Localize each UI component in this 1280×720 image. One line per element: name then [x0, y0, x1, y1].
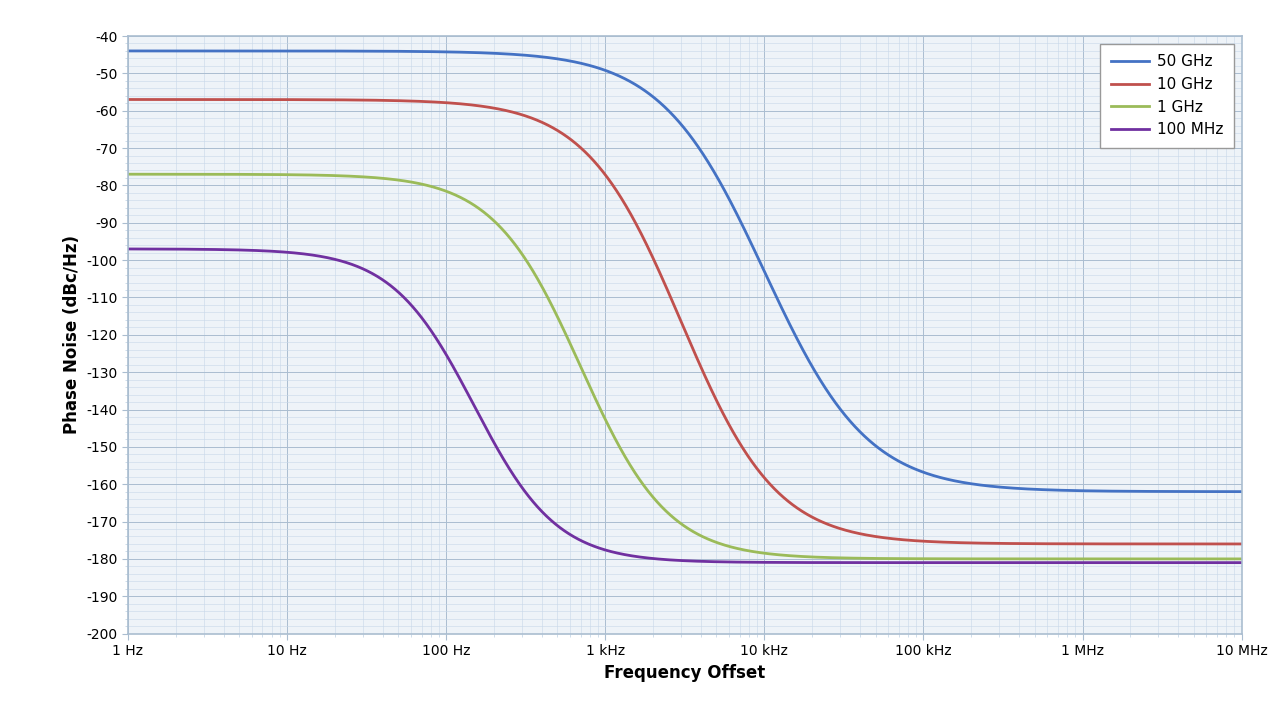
Legend: 50 GHz, 10 GHz, 1 GHz, 100 MHz: 50 GHz, 10 GHz, 1 GHz, 100 MHz [1101, 44, 1234, 148]
Y-axis label: Phase Noise (dBc/Hz): Phase Noise (dBc/Hz) [63, 235, 81, 434]
Line: 50 GHz: 50 GHz [128, 51, 1242, 492]
100 MHz [1092, 558, 1107, 567]
1 GHz [314, 171, 329, 179]
50 GHz [595, 66, 611, 74]
10 GHz [1234, 539, 1249, 548]
50 GHz [1234, 487, 1249, 496]
1 GHz [1234, 554, 1249, 563]
50 GHz [548, 54, 563, 63]
100 MHz [120, 245, 136, 253]
10 GHz [595, 168, 611, 176]
100 MHz [314, 252, 329, 261]
Line: 100 MHz: 100 MHz [128, 249, 1242, 562]
100 MHz [1234, 558, 1249, 567]
50 GHz [1092, 487, 1107, 495]
Line: 1 GHz: 1 GHz [128, 174, 1242, 559]
50 GHz [120, 47, 136, 55]
10 GHz [548, 125, 563, 133]
10 GHz [247, 95, 262, 104]
50 GHz [1212, 487, 1228, 496]
50 GHz [314, 47, 329, 55]
1 GHz [548, 307, 563, 316]
Line: 10 GHz: 10 GHz [128, 99, 1242, 544]
10 GHz [1212, 539, 1228, 548]
50 GHz [247, 47, 262, 55]
10 GHz [120, 95, 136, 104]
X-axis label: Frequency Offset: Frequency Offset [604, 664, 765, 682]
1 GHz [1212, 554, 1228, 563]
10 GHz [314, 96, 329, 104]
10 GHz [1092, 539, 1107, 548]
1 GHz [120, 170, 136, 179]
100 MHz [548, 519, 563, 528]
100 MHz [1212, 558, 1228, 567]
1 GHz [595, 411, 611, 420]
100 MHz [247, 246, 262, 255]
1 GHz [1092, 554, 1107, 563]
100 MHz [595, 545, 611, 554]
1 GHz [247, 170, 262, 179]
